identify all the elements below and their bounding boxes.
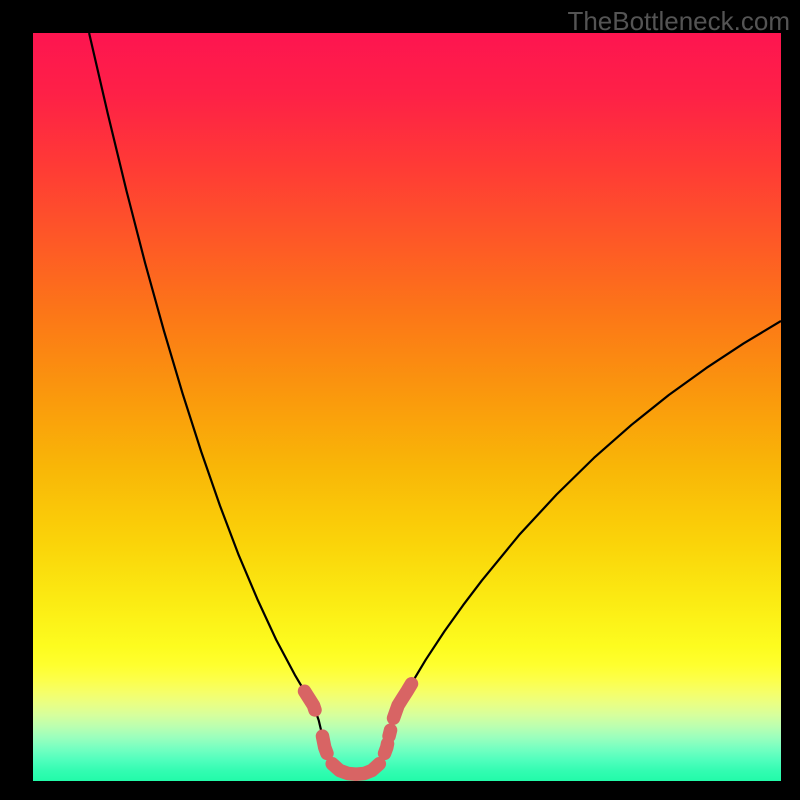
highlight-segment-1 bbox=[322, 736, 326, 753]
highlight-segment-4 bbox=[389, 730, 390, 736]
highlight-segment-3 bbox=[385, 744, 388, 754]
watermark-text: TheBottleneck.com bbox=[567, 6, 790, 37]
chart-background bbox=[33, 33, 781, 781]
bottleneck-chart bbox=[33, 33, 781, 781]
plot-area bbox=[33, 33, 781, 781]
